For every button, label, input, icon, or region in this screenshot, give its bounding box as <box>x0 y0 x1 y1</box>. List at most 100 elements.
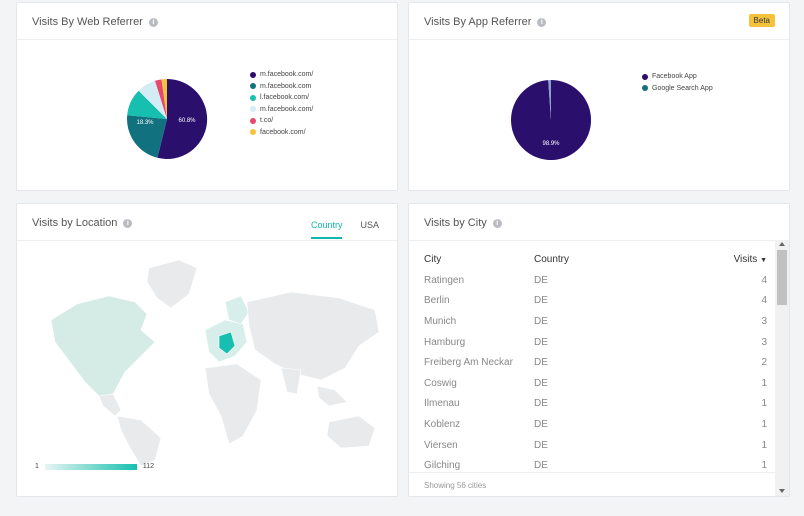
tab-country[interactable]: Country <box>310 220 343 239</box>
map-southeast-asia[interactable] <box>316 385 348 407</box>
legend-swatch <box>642 85 648 92</box>
legend-item[interactable]: m.facebook.com/ <box>250 69 313 81</box>
location-card: Visits by Location i Country USA 1 112 <box>16 203 398 497</box>
pie-slice-m-facebook-com[interactable] <box>127 115 167 158</box>
sort-caret-down-icon[interactable]: ▼ <box>760 256 767 264</box>
map-greenland[interactable] <box>146 259 198 309</box>
legend-swatch <box>250 83 256 90</box>
location-tabs: Country USA <box>310 220 379 239</box>
pie-slice-facebook-app[interactable] <box>511 79 592 160</box>
legend-swatch <box>250 94 256 101</box>
app-referrer-card: Visits By App Referrer i Beta 98.9% Face… <box>408 2 790 191</box>
map-africa[interactable] <box>204 363 262 445</box>
map-north-america[interactable] <box>50 295 156 397</box>
app-referrer-title: Visits By App Referrer i <box>424 16 547 28</box>
table-row[interactable]: Ratingen DE 4 <box>424 270 769 291</box>
legend-label: m.facebook.com/ <box>260 105 314 113</box>
table-row[interactable]: Gilching DE 1 <box>424 455 769 476</box>
app-referrer-title-text: Visits By App Referrer <box>424 16 532 28</box>
cell-country: DE <box>534 315 548 327</box>
table-row[interactable]: Ilmenau DE 1 <box>424 394 769 415</box>
legend-item[interactable]: Facebook App <box>642 71 713 83</box>
pie-label-second: 18.3% <box>136 120 154 126</box>
map-india[interactable] <box>280 367 302 395</box>
table-row[interactable]: Berlin DE 4 <box>424 291 769 312</box>
pie-label-big: 98.9% <box>542 141 560 147</box>
legend-item[interactable]: facebook.com/ <box>250 127 313 139</box>
web-referrer-pie[interactable]: 60.8% 18.3% <box>117 69 217 169</box>
map-asia[interactable] <box>246 291 380 381</box>
info-icon[interactable]: i <box>123 218 133 228</box>
cell-city: Munich <box>424 315 457 327</box>
cell-visits: 1 <box>761 460 767 472</box>
pie-label-big: 60.8% <box>178 118 196 124</box>
city-title-text: Visits by City <box>424 217 487 229</box>
divider <box>409 39 789 40</box>
table-row[interactable]: Hamburg DE 3 <box>424 332 769 353</box>
cell-visits: 4 <box>761 274 767 286</box>
pie-slice-m-facebook-com-slash[interactable] <box>157 78 208 159</box>
pie-slice-l-facebook-com[interactable] <box>127 90 167 119</box>
map-australia[interactable] <box>326 415 376 449</box>
pie-slice-google-search-app[interactable] <box>548 80 551 120</box>
scrollbar-thumb[interactable] <box>777 250 787 305</box>
info-icon[interactable]: i <box>537 17 547 27</box>
cell-country: DE <box>534 398 548 410</box>
info-icon[interactable]: i <box>492 218 502 228</box>
table-scrollbar[interactable] <box>775 240 789 496</box>
legend-label: facebook.com/ <box>260 128 306 136</box>
table-header-row: City Country Visits ▼ <box>424 248 769 270</box>
divider <box>17 240 397 241</box>
cell-country: DE <box>534 336 548 348</box>
cell-city: Gilching <box>424 460 461 472</box>
legend-item[interactable]: Google Search App <box>642 83 713 95</box>
legend-swatch <box>250 71 256 78</box>
column-header-country[interactable]: Country <box>534 253 570 265</box>
divider <box>17 39 397 40</box>
app-referrer-pie[interactable]: 98.9% <box>501 70 601 170</box>
world-map[interactable] <box>29 246 389 466</box>
legend-item[interactable]: t.co/ <box>250 115 313 127</box>
cell-visits: 1 <box>761 398 767 410</box>
legend-item[interactable]: l.facebook.com/ <box>250 92 313 104</box>
column-header-visits[interactable]: Visits ▼ <box>651 248 769 270</box>
table-row[interactable]: Munich DE 3 <box>424 311 769 332</box>
cell-city: Berlin <box>424 295 450 307</box>
divider <box>409 240 789 241</box>
cell-visits: 4 <box>761 295 767 307</box>
map-scandinavia[interactable] <box>224 295 250 325</box>
table-row[interactable]: Coswig DE 1 <box>424 373 769 394</box>
cell-country: DE <box>534 460 548 472</box>
legend-item[interactable]: m.facebook.com <box>250 81 313 93</box>
cell-city: Ratingen <box>424 274 465 286</box>
cell-visits: 1 <box>761 377 767 389</box>
table-row[interactable]: Freiberg Am Neckar DE 2 <box>424 352 769 373</box>
legend-label: Google Search App <box>652 84 713 92</box>
info-icon[interactable]: i <box>148 17 158 27</box>
table-row[interactable]: Koblenz DE 1 <box>424 414 769 435</box>
scroll-up-icon[interactable] <box>779 242 785 246</box>
tab-usa[interactable]: USA <box>360 220 379 230</box>
column-header-city[interactable]: City <box>424 253 442 265</box>
pie-slice-facebook-com[interactable] <box>161 79 168 119</box>
legend-label: Facebook App <box>652 73 697 81</box>
city-table: City Country Visits ▼ Ratingen DE 4 Berlin… <box>424 248 769 476</box>
cell-visits: 1 <box>761 439 767 451</box>
cell-city: Ilmenau <box>424 398 460 410</box>
legend-label: m.facebook.com <box>260 82 312 90</box>
cell-city: Koblenz <box>424 418 461 430</box>
pie-slice-t-co[interactable] <box>155 79 167 119</box>
pie-slice-m-facebook-com-2[interactable] <box>138 80 167 119</box>
cell-city: Viersen <box>424 439 458 451</box>
map-south-america[interactable] <box>116 415 162 466</box>
table-row[interactable]: Viersen DE 1 <box>424 435 769 456</box>
legend-swatch <box>642 73 648 80</box>
legend-item[interactable]: m.facebook.com/ <box>250 104 313 116</box>
column-header-visits-label: Visits <box>733 253 758 265</box>
legend-swatch <box>250 129 256 136</box>
scroll-down-icon[interactable] <box>779 489 785 493</box>
cell-city: Freiberg Am Neckar <box>424 357 513 369</box>
map-central-america[interactable] <box>98 393 122 417</box>
map-germany[interactable] <box>218 331 236 355</box>
location-title-text: Visits by Location <box>32 217 118 229</box>
